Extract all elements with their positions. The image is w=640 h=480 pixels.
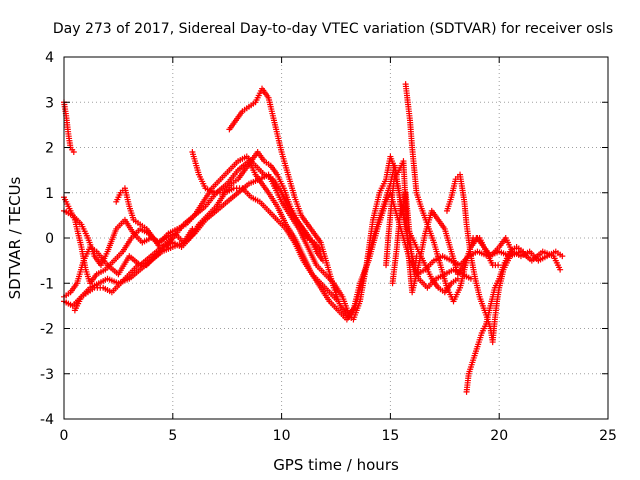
y-tick-label: 2 (45, 141, 54, 157)
series-track-g (402, 81, 502, 305)
series-track-l (113, 185, 176, 251)
data-point (335, 298, 342, 305)
x-tick-label: 10 (273, 428, 291, 444)
y-axis: -4 -3 -2 -1 0 1 2 3 4 (40, 50, 608, 428)
x-tick-label: 20 (490, 428, 508, 444)
grid (64, 57, 608, 419)
series-track-c (61, 153, 324, 269)
y-tick-label: -2 (40, 322, 54, 338)
x-axis-label: GPS time / hours (273, 456, 399, 474)
series-track-j (71, 185, 342, 314)
series-track-f (61, 99, 77, 156)
x-tick-label: 0 (60, 428, 69, 444)
y-tick-label: 0 (45, 231, 54, 247)
y-tick-label: 4 (45, 50, 54, 66)
y-tick-label: -1 (40, 276, 54, 292)
y-tick-label: -3 (40, 367, 54, 383)
data-point (454, 275, 461, 282)
data-point (319, 257, 326, 264)
chart-title: Day 273 of 2017, Sidereal Day-to-day VTE… (53, 21, 613, 37)
data-point (559, 253, 566, 260)
data-point (189, 225, 196, 232)
y-axis-label: SDTVAR / TECUs (6, 176, 24, 299)
data-point (169, 235, 176, 241)
data-point (70, 149, 77, 156)
data-point (557, 266, 564, 273)
x-tick-label: 5 (168, 428, 177, 444)
series-track-k (61, 194, 196, 287)
series-track-n (389, 198, 461, 296)
x-tick-label: 15 (381, 428, 399, 444)
data-point (520, 248, 527, 255)
series-track-e (189, 149, 326, 264)
x-tick-label: 25 (599, 428, 617, 444)
x-axis: 0 5 10 15 20 25 (60, 57, 617, 444)
y-tick-label: -4 (40, 412, 54, 428)
y-tick-label: 1 (45, 186, 54, 202)
data-points (61, 81, 566, 395)
data-point (495, 262, 502, 269)
series-track-i (463, 244, 527, 395)
y-tick-label: 3 (45, 95, 54, 111)
